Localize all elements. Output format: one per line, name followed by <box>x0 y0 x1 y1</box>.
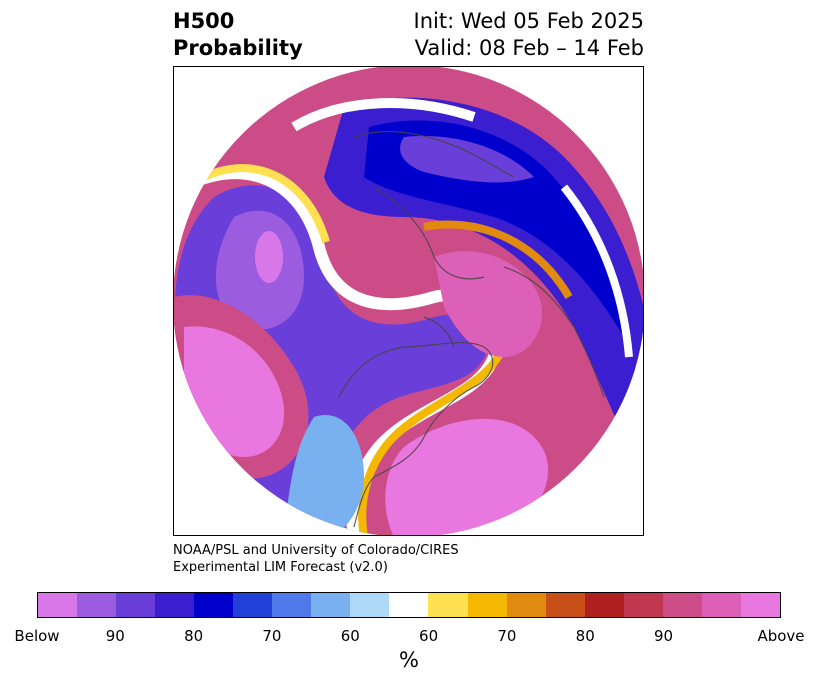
colorbar-cell <box>272 593 312 617</box>
map-title: H500 Probability <box>173 8 303 62</box>
valid-range: Valid: 08 Feb – 14 Feb <box>414 36 644 60</box>
colorbar-tick-label: 60 <box>340 627 360 645</box>
credit-text: NOAA/PSL and University of Colorado/CIRE… <box>173 542 459 576</box>
colorbar-cell <box>311 593 351 617</box>
colorbar-cell <box>545 593 585 617</box>
colorbar-cell <box>428 593 468 617</box>
colorbar-cell <box>467 593 507 617</box>
colorbar-cell <box>38 593 78 617</box>
colorbar-cell <box>194 593 234 617</box>
colorbar-units: % <box>399 648 419 672</box>
polar-map-panel <box>173 66 644 536</box>
colorbar-tick-label: 70 <box>262 627 282 645</box>
colorbar-tick-label: 90 <box>105 627 125 645</box>
title-line-1: H500 <box>173 9 235 33</box>
colorbar-cell <box>233 593 273 617</box>
colorbar-cell <box>350 593 390 617</box>
colorbar-tick-label: 90 <box>653 627 674 645</box>
probability-colorbar <box>37 592 781 618</box>
colorbar-tick-label: Below <box>14 627 60 645</box>
colorbar-tick-label: 70 <box>497 627 517 645</box>
init-date: Init: Wed 05 Feb 2025 <box>413 9 644 33</box>
colorbar-cell <box>77 593 117 617</box>
forecast-dates: Init: Wed 05 Feb 2025 Valid: 08 Feb – 14… <box>414 8 644 62</box>
colorbar-tick-label: 80 <box>575 627 595 645</box>
colorbar-cell <box>155 593 195 617</box>
credit-line-1: NOAA/PSL and University of Colorado/CIRE… <box>173 543 459 558</box>
colorbar-cell <box>506 593 546 617</box>
colorbar-tick-label: 80 <box>184 627 204 645</box>
colorbar-tick-label: 60 <box>419 627 439 645</box>
colorbar-tick-label: Above <box>757 627 805 645</box>
colorbar-cell <box>662 593 702 617</box>
colorbar-cell <box>701 593 741 617</box>
colorbar-cell <box>389 593 429 617</box>
probability-map <box>174 67 643 535</box>
colorbar-cell <box>116 593 156 617</box>
title-line-2: Probability <box>173 36 303 60</box>
colorbar-cell <box>623 593 663 617</box>
colorbar-cell <box>740 593 780 617</box>
credit-line-2: Experimental LIM Forecast (v2.0) <box>173 560 388 575</box>
colorbar-cell <box>584 593 624 617</box>
